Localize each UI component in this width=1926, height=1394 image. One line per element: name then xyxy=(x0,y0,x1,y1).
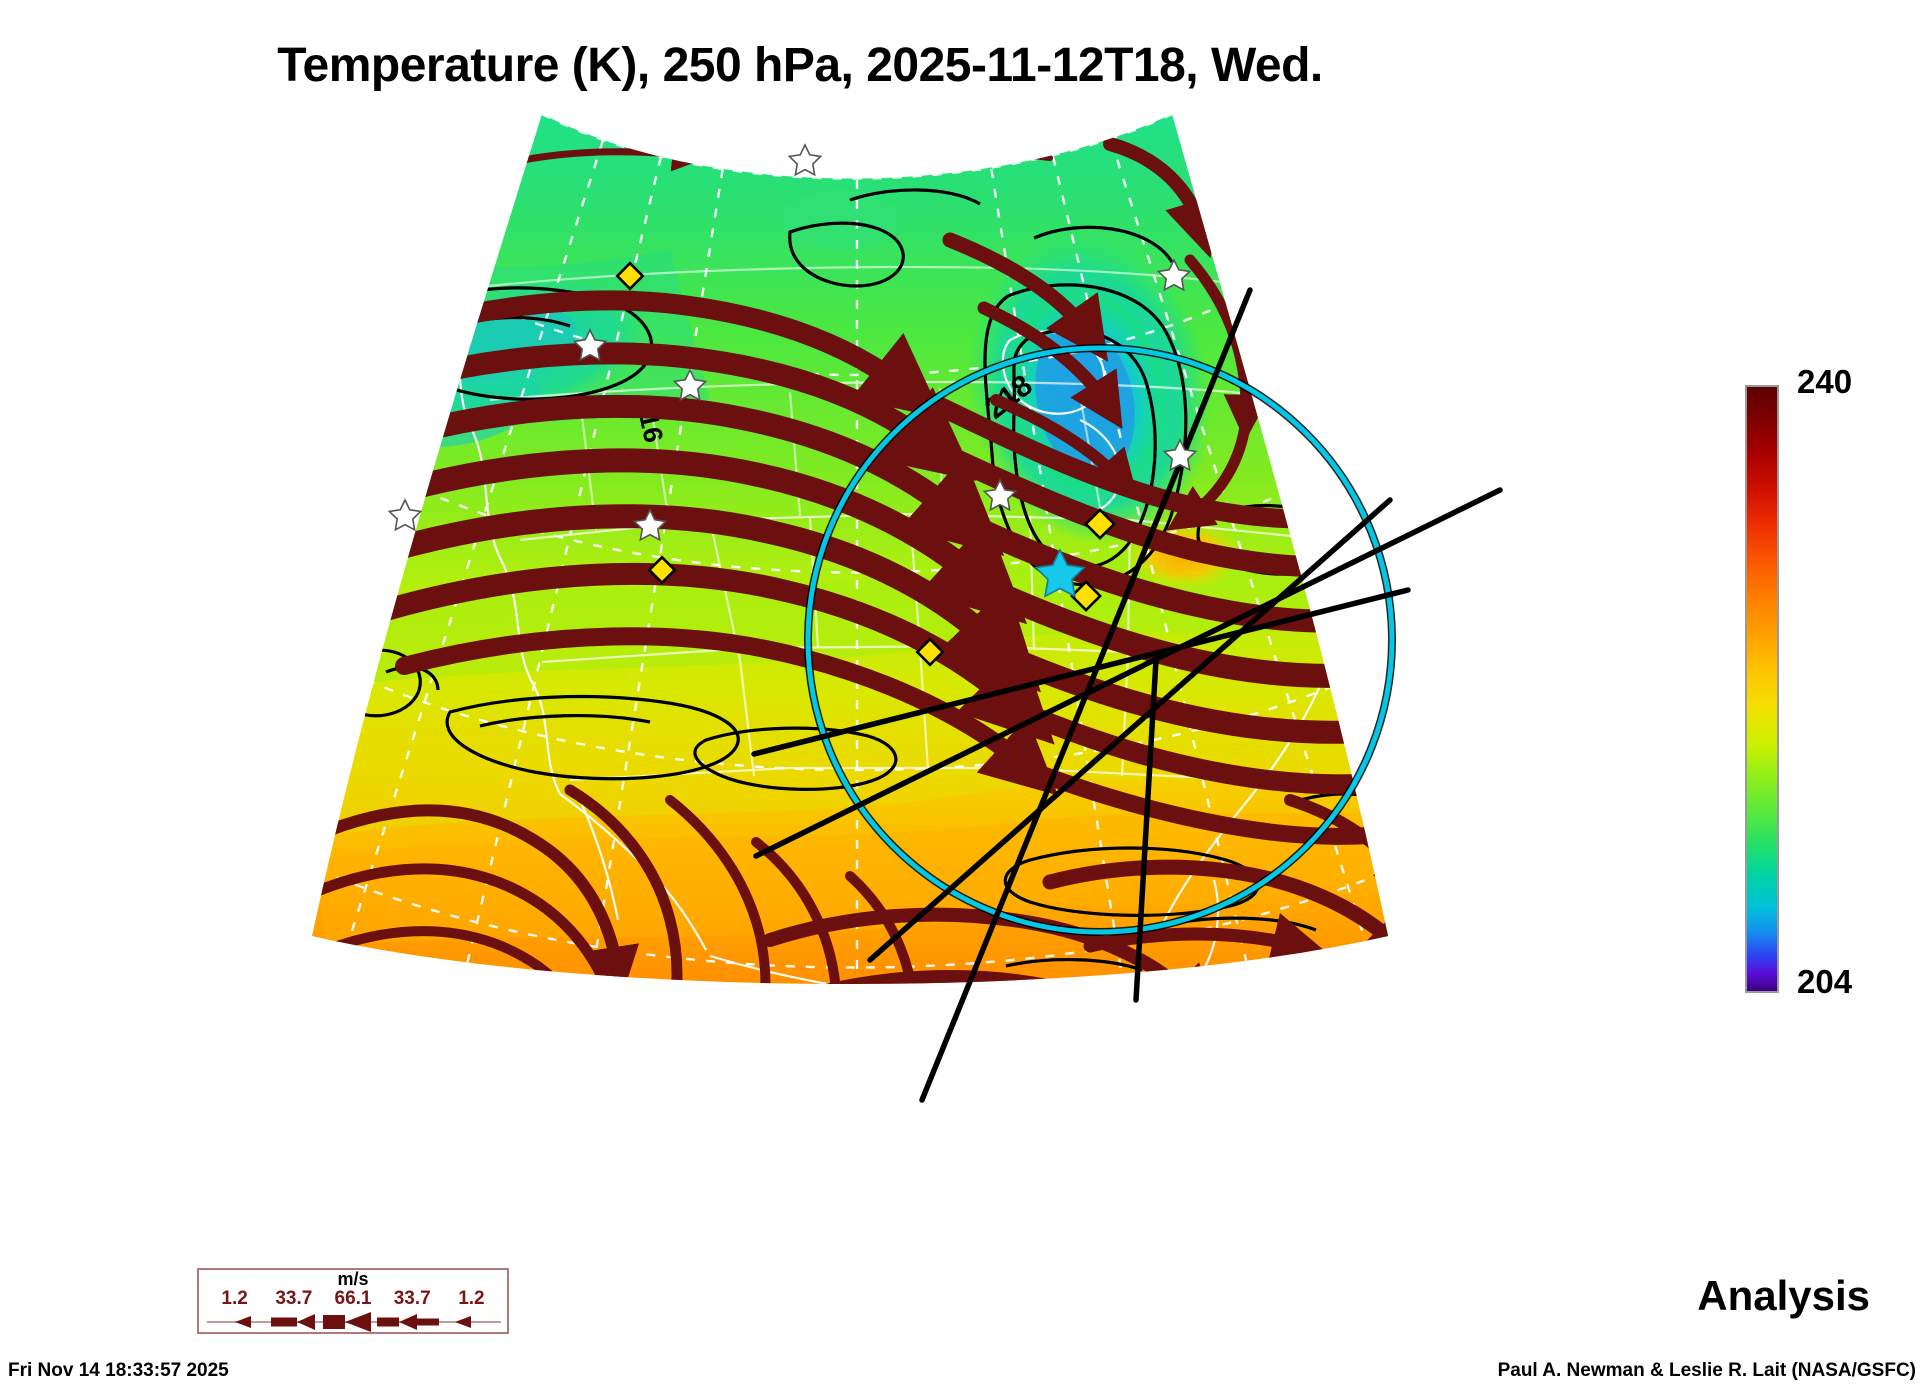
wind-value-3: 66.1 xyxy=(334,1288,372,1309)
temperature-field xyxy=(312,114,1388,984)
flight-leg-4[interactable] xyxy=(867,497,1393,963)
colorbar-gradient xyxy=(1745,385,1779,993)
station-marker[interactable] xyxy=(1162,438,1198,472)
flight-leg-2[interactable] xyxy=(751,587,1411,757)
flight-circle-group[interactable] xyxy=(804,344,1396,936)
wind-value-4: 33.7 xyxy=(393,1288,431,1309)
flight-leg-5[interactable] xyxy=(1133,657,1159,1003)
colorbar-panel: 240 204 xyxy=(1745,363,1852,1000)
waypoint-marker[interactable] xyxy=(615,261,645,291)
markers-layer[interactable] xyxy=(387,143,1198,667)
station-markers[interactable] xyxy=(387,143,1198,542)
station-marker[interactable] xyxy=(387,498,423,532)
page-title: Temperature (K), 250 hPa, 2025-11-12T18,… xyxy=(277,39,1323,92)
wind-values-row: 1.2 33.7 66.1 33.7 1.2 xyxy=(205,1288,501,1310)
waypoint-markers[interactable] xyxy=(615,261,1116,667)
waypoint-marker[interactable] xyxy=(915,637,945,667)
waypoint-marker[interactable] xyxy=(647,555,677,585)
waypoint-marker[interactable] xyxy=(1084,508,1116,540)
map-panel[interactable]: 216 218 xyxy=(150,100,1550,1180)
station-marker[interactable] xyxy=(572,328,608,362)
colorbar-max-label: 240 xyxy=(1797,363,1853,400)
generation-timestamp: Fri Nov 14 18:33:57 2025 xyxy=(8,1360,229,1381)
wind-value-2: 33.7 xyxy=(275,1288,313,1309)
wind-value-5: 1.2 xyxy=(458,1288,485,1309)
station-marker[interactable] xyxy=(672,368,708,402)
waypoint-marker[interactable] xyxy=(1070,580,1102,612)
map-canvas[interactable]: 216 218 xyxy=(150,100,1550,1180)
wind-arrow-scale-icon xyxy=(207,1312,501,1332)
product-type-label: Analysis xyxy=(1697,1272,1870,1319)
origin-star-marker[interactable] xyxy=(1034,548,1086,598)
station-marker[interactable] xyxy=(1156,258,1192,292)
wind-units-label: m/s xyxy=(337,1269,369,1289)
author-credit: Paul A. Newman & Leslie R. Lait (NASA/GS… xyxy=(1497,1360,1916,1381)
wind-value-1: 1.2 xyxy=(221,1288,248,1309)
wind-speed-legend: m/s 1.2 33.7 66.1 33.7 1.2 xyxy=(197,1268,509,1334)
flight-leg-3[interactable] xyxy=(753,487,1503,859)
colorbar-min-label: 204 xyxy=(1797,963,1853,1000)
flight-circle[interactable] xyxy=(805,345,1395,935)
station-marker[interactable] xyxy=(982,478,1018,512)
station-marker[interactable] xyxy=(787,143,823,177)
station-marker[interactable] xyxy=(632,508,668,542)
temp-patch-n xyxy=(780,190,900,250)
temperature-contours xyxy=(335,188,1388,972)
flight-track-legs[interactable] xyxy=(751,287,1503,1103)
